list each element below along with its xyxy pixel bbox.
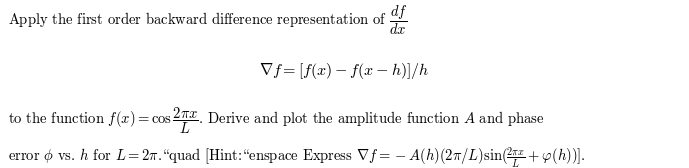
Text: $\nabla f = [f(x) - f(x-h)]/h$: $\nabla f = [f(x) - f(x-h)]/h$ <box>259 60 430 81</box>
Text: error $\phi$ vs. $h$ for $L = 2\pi$.\quad [Hint:\enspace Express $\nabla f = -A(: error $\phi$ vs. $h$ for $L = 2\pi$.\qua… <box>8 146 586 168</box>
Text: Apply the first order backward difference representation of $\dfrac{df}{dx}$: Apply the first order backward differenc… <box>8 3 408 37</box>
Text: to the function $f(x) = \cos\dfrac{2\pi x}{L}$. Derive and plot the amplitude fu: to the function $f(x) = \cos\dfrac{2\pi … <box>8 106 545 136</box>
